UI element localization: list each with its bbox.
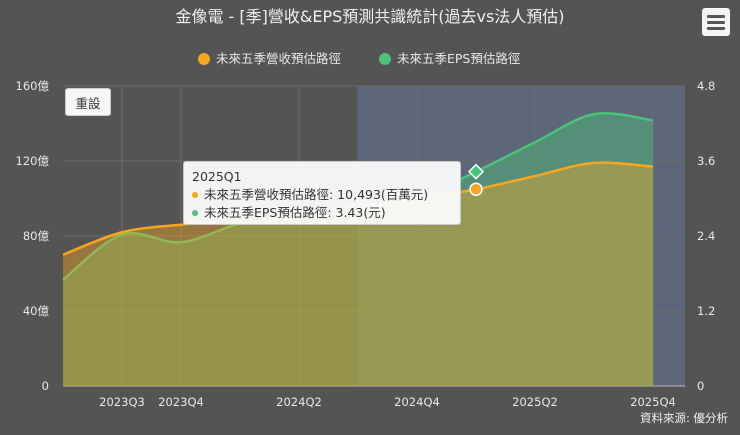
- y-tick-left: 0: [42, 379, 49, 393]
- menu-icon-bar: [707, 26, 725, 30]
- menu-icon-bar: [707, 14, 725, 18]
- y-tick-right: 4.8: [697, 79, 715, 93]
- x-tick-label: 2023Q4: [158, 395, 204, 409]
- y-tick-left: 160億: [16, 79, 50, 93]
- tooltip-title: 2025Q1: [192, 169, 242, 184]
- hover-markers: [467, 163, 485, 197]
- x-tick-label: 2024Q2: [276, 395, 322, 409]
- legend: 未來五季營收預估路徑 未來五季EPS預估路徑: [198, 51, 520, 66]
- x-axis: 2023Q3 2023Q4 2024Q2 2024Q4 2025Q2 2025Q4: [99, 395, 676, 409]
- menu-icon-bar: [707, 20, 725, 24]
- y-tick-right: 1.2: [697, 304, 715, 318]
- y-axis-left: 0 40億 80億 120億 160億: [16, 79, 50, 393]
- x-tick-label: 2025Q4: [630, 395, 676, 409]
- y-tick-left: 120億: [16, 154, 50, 168]
- area-revenue: [63, 162, 653, 386]
- tooltip-row-eps: 未來五季EPS預估路徑: 3.43(元): [192, 204, 452, 222]
- menu-button[interactable]: [702, 8, 730, 36]
- legend-label-revenue: 未來五季營收預估路徑: [216, 51, 341, 66]
- reset-zoom-button[interactable]: 重設: [65, 88, 111, 116]
- tooltip-row-revenue: 未來五季營收預估路徑: 10,493(百萬元): [192, 186, 452, 204]
- legend-label-eps: 未來五季EPS預估路徑: [397, 51, 520, 66]
- tooltip: 2025Q1 未來五季營收預估路徑: 10,493(百萬元) 未來五季EPS預估…: [183, 161, 461, 225]
- y-tick-left: 80億: [23, 229, 50, 243]
- series-areas: [62, 112, 654, 386]
- source-credit: 資料來源: 優分析: [640, 411, 728, 425]
- x-tick-label: 2024Q4: [394, 395, 440, 409]
- marker-eps-point: [467, 163, 485, 180]
- y-tick-right: 0: [697, 379, 704, 393]
- tooltip-dot-revenue: [192, 191, 198, 198]
- area-eps: [63, 113, 653, 386]
- x-tick-label: 2023Q3: [99, 395, 145, 409]
- legend-item-revenue[interactable]: 未來五季營收預估路徑: [198, 51, 341, 66]
- tooltip-dot-eps: [192, 209, 198, 216]
- y-tick-right: 3.6: [697, 154, 715, 168]
- marker-revenue-point: [469, 182, 483, 197]
- chart-title: 金像電 - [季]營收&EPS預測共識統計(過去vs法人預估): [175, 7, 564, 26]
- y-axis-right: 0 1.2 2.4 3.6 4.8: [697, 79, 715, 393]
- x-tick-label: 2025Q2: [512, 395, 558, 409]
- legend-marker-eps: [379, 53, 391, 65]
- legend-item-eps[interactable]: 未來五季EPS預估路徑: [379, 51, 520, 66]
- tooltip-text-revenue: 未來五季營收預估路徑: 10,493(百萬元): [204, 187, 429, 202]
- tooltip-text-eps: 未來五季EPS預估路徑: 3.43(元): [204, 205, 386, 220]
- y-tick-left: 40億: [23, 304, 50, 318]
- legend-marker-revenue: [198, 53, 210, 65]
- y-tick-right: 2.4: [697, 229, 715, 243]
